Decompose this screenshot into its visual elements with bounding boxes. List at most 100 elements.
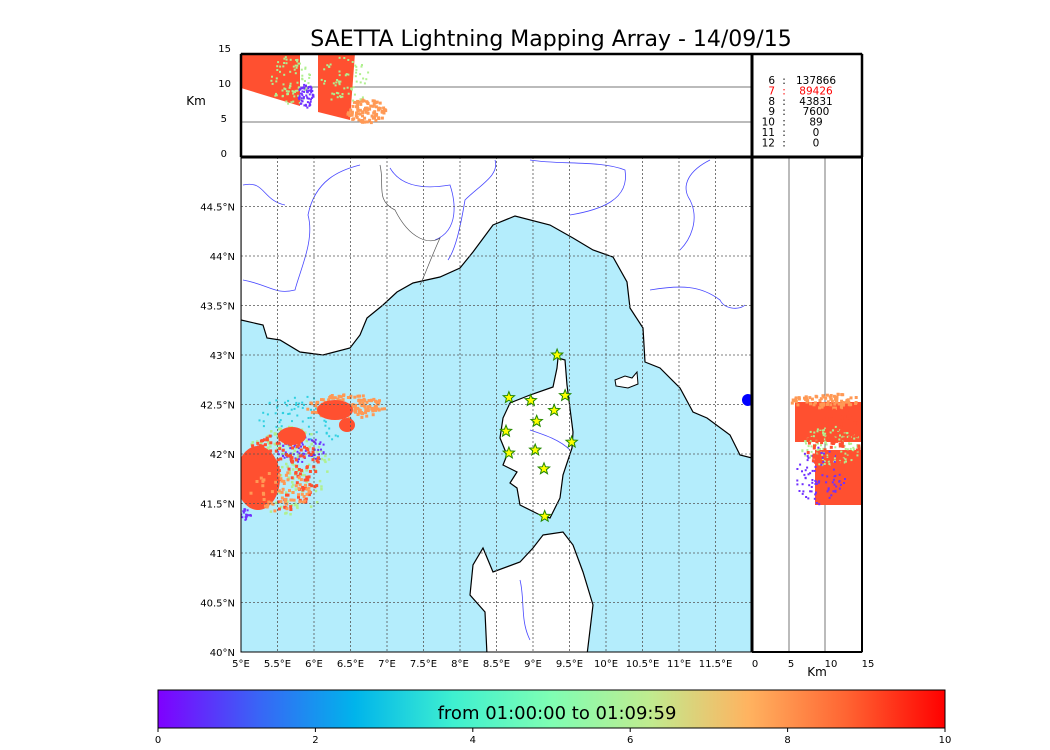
lightning-source xyxy=(297,458,300,461)
lightning-source xyxy=(810,436,814,440)
lightning-source xyxy=(836,392,840,396)
lightning-source xyxy=(324,460,327,464)
lightning-source xyxy=(297,476,301,479)
lightning-source xyxy=(285,507,289,511)
station-star-icon xyxy=(558,388,573,402)
lightning-source xyxy=(848,436,852,440)
lightning-source xyxy=(840,402,844,406)
lightning-source xyxy=(828,425,832,429)
lightning-source xyxy=(280,425,283,428)
lightning-source xyxy=(847,427,851,431)
lightning-source xyxy=(265,499,269,503)
lightning-source xyxy=(292,483,295,487)
lightning-source xyxy=(814,460,817,464)
lightning-source xyxy=(243,471,246,475)
lightning-source xyxy=(287,476,290,479)
lightning-source xyxy=(278,491,281,495)
station-star-icon xyxy=(529,413,544,428)
lightning-source xyxy=(284,512,287,515)
lightning-source xyxy=(307,417,310,419)
lightning-source xyxy=(284,497,288,501)
lightning-source xyxy=(270,430,273,433)
lightning-source xyxy=(261,484,265,488)
lightning-source xyxy=(294,64,297,67)
lightning-source xyxy=(817,446,820,449)
lightning-source xyxy=(242,510,245,513)
lightning-source xyxy=(257,498,261,502)
lightning-source xyxy=(819,425,823,429)
lightning-source xyxy=(358,401,362,405)
lightning-source xyxy=(285,493,288,497)
lightning-source xyxy=(245,487,249,491)
lightning-source xyxy=(330,396,334,400)
lightning-source xyxy=(825,417,829,421)
lightning-source xyxy=(309,438,312,441)
lightning-source xyxy=(857,421,861,425)
lightning-source xyxy=(298,452,301,455)
lightning-source xyxy=(253,464,257,467)
lightning-source xyxy=(327,398,331,402)
lightning-source xyxy=(355,80,358,83)
lightning-source xyxy=(270,79,273,82)
stat-sep: : xyxy=(782,137,786,149)
lightning-source xyxy=(356,107,360,110)
lightning-source xyxy=(336,96,339,99)
lightning-source xyxy=(810,490,813,493)
lightning-source xyxy=(297,454,300,458)
lightning-source xyxy=(300,99,303,102)
lightning-source xyxy=(356,99,360,103)
lightning-source xyxy=(256,450,260,454)
lightning-source xyxy=(841,401,845,404)
lightning-source xyxy=(365,120,369,124)
lightning-source xyxy=(308,433,311,436)
colorbar-tick-label: 2 xyxy=(312,735,318,746)
lightning-source xyxy=(271,502,275,506)
lightning-source xyxy=(827,428,831,432)
lightning-source xyxy=(822,434,825,437)
lightning-source xyxy=(838,487,841,490)
lightning-source xyxy=(293,502,297,505)
lightning-source xyxy=(810,445,813,448)
lightning-source xyxy=(822,447,825,450)
lightning-source xyxy=(828,450,831,453)
lon-tick-label: 8°E xyxy=(451,659,469,670)
stat-label: 12 xyxy=(762,137,775,149)
lightning-source xyxy=(295,481,299,485)
lightning-source xyxy=(311,96,314,99)
lightning-source xyxy=(262,498,266,501)
mainland xyxy=(241,157,752,459)
lightning-source xyxy=(287,413,290,415)
lightning-source xyxy=(251,444,255,448)
lightning-source xyxy=(309,89,312,92)
lightning-source xyxy=(244,453,248,457)
lightning-source xyxy=(810,450,813,453)
lightning-source xyxy=(305,475,309,479)
lightning-source xyxy=(274,94,277,97)
lightning-source xyxy=(377,108,381,112)
lightning-source xyxy=(847,459,850,463)
lightning-source xyxy=(291,481,294,484)
lightning-source xyxy=(831,472,835,476)
lightning-source xyxy=(847,465,850,469)
lightning-source xyxy=(294,432,298,436)
lightning-source xyxy=(276,466,280,470)
lightning-source xyxy=(823,463,826,465)
lat-tick-label: 40.5°N xyxy=(200,599,235,610)
lightning-source xyxy=(855,434,859,438)
side-tick: 15 xyxy=(862,659,875,670)
lightning-source xyxy=(374,105,378,109)
lightning-source xyxy=(823,460,826,463)
lightning-source xyxy=(367,71,370,74)
lightning-source xyxy=(821,429,824,432)
figure-title: SAETTA Lightning Mapping Array - 14/09/1… xyxy=(310,27,791,52)
lightning-source xyxy=(292,65,295,68)
lightning-source xyxy=(282,454,284,457)
lightning-source xyxy=(845,460,848,463)
lightning-source xyxy=(249,456,253,460)
lightning-source xyxy=(308,102,311,105)
lightning-source xyxy=(818,463,821,466)
lightning-source xyxy=(310,91,313,94)
lightning-source xyxy=(273,509,277,513)
lightning-source xyxy=(371,116,375,120)
lightning-source xyxy=(372,397,376,401)
